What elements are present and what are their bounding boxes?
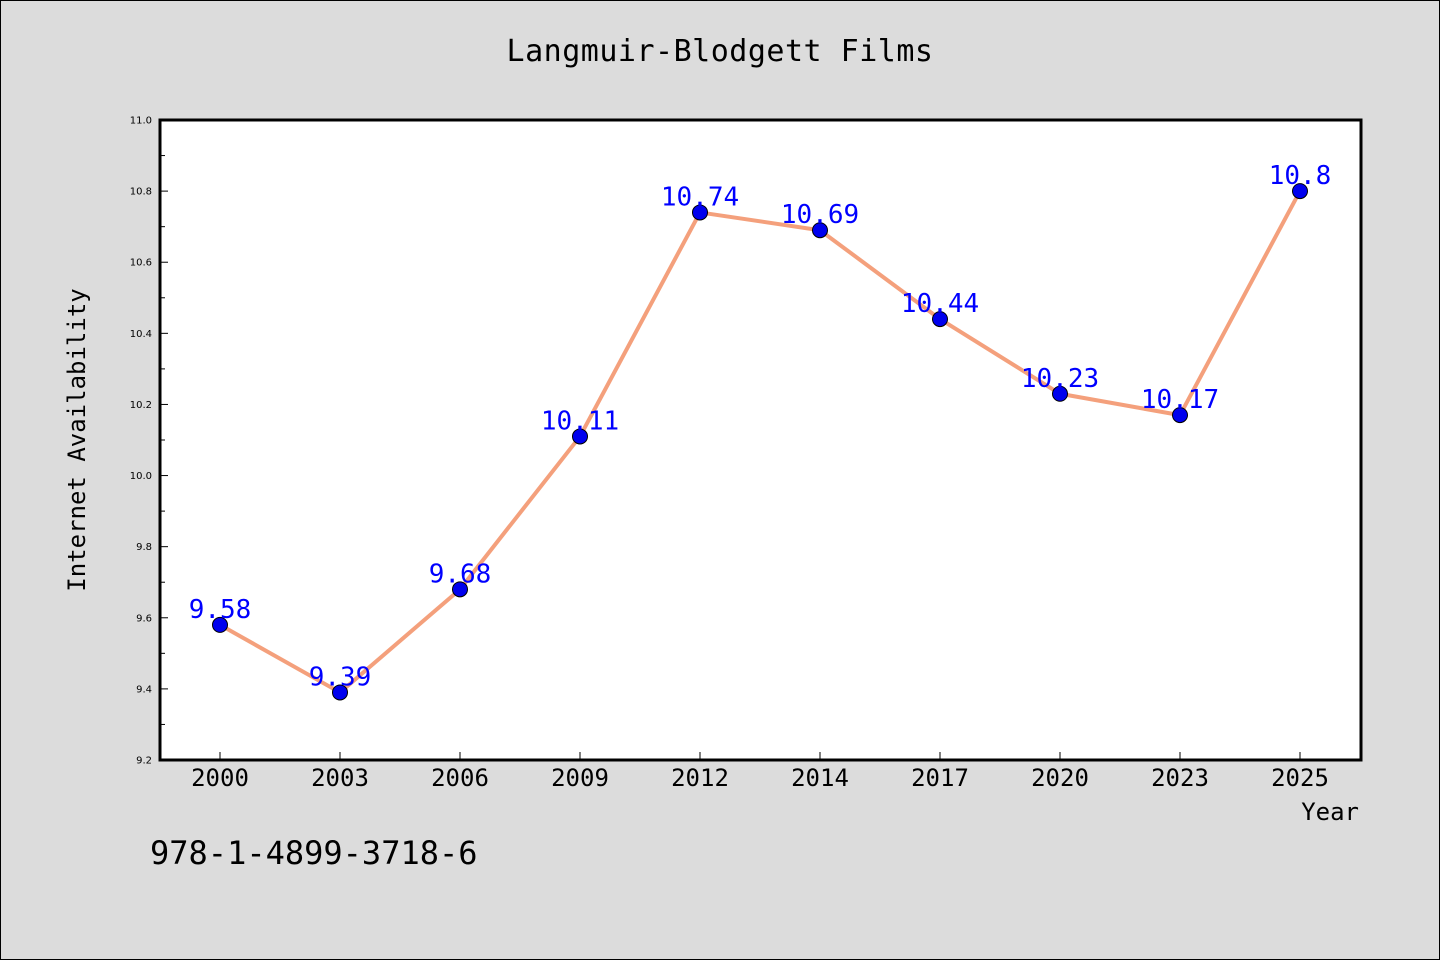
data-label: 10.11 xyxy=(541,406,619,436)
data-point xyxy=(332,684,348,701)
x-tick-label: 2009 xyxy=(551,764,609,792)
data-label: 9.68 xyxy=(429,559,492,589)
data-point xyxy=(1052,385,1068,402)
data-label: 10.8 xyxy=(1269,161,1332,191)
data-label: 9.39 xyxy=(309,662,372,692)
y-tick-label: 10.2 xyxy=(130,400,152,411)
x-tick-label: 2023 xyxy=(1151,764,1209,792)
x-tick-label: 2012 xyxy=(671,764,729,792)
x-tick-label: 2025 xyxy=(1271,764,1329,792)
y-tick-label: 10.4 xyxy=(130,329,152,340)
x-tick-label: 2003 xyxy=(311,764,369,792)
x-axis: 2000 2003 2006 2009 2012 2014 2017 2020 2023 2025 xyxy=(191,752,1329,792)
data-point xyxy=(212,616,228,633)
isbn-code: 978-1-4899-3718-6 xyxy=(150,834,478,872)
x-tick-label: 2014 xyxy=(791,764,849,792)
y-tick-label: 11.0 xyxy=(130,116,152,127)
data-point xyxy=(1292,183,1308,200)
y-tick-label: 10.6 xyxy=(130,258,152,269)
y-tick-label: 10.0 xyxy=(130,471,152,482)
chart-title: Langmuir-Blodgett Films xyxy=(506,34,934,69)
data-point xyxy=(932,311,948,328)
x-tick-label: 2020 xyxy=(1031,764,1089,792)
x-tick-label: 2000 xyxy=(191,764,249,792)
series-line xyxy=(219,190,1302,695)
data-point xyxy=(572,428,588,445)
x-tick-label: 2006 xyxy=(431,764,489,792)
data-point xyxy=(452,581,468,598)
series-group: 9.58 9.39 9.68 10.11 10.74 10.69 10.44 10.23 10.… xyxy=(189,161,1332,701)
x-axis-label: Year xyxy=(1301,798,1359,826)
y-tick-label: 10.8 xyxy=(130,187,152,198)
data-label: 10.69 xyxy=(781,200,859,230)
data-label: 9.58 xyxy=(189,595,252,625)
plot-area xyxy=(158,118,1363,762)
y-axis: 9.2 9.4 9.6 9.8 10.0 10.2 10.4 10.6 10.8 11.0 xyxy=(130,116,168,767)
data-point xyxy=(1172,407,1188,424)
y-tick-label: 9.6 xyxy=(136,613,152,624)
y-tick-label: 9.8 xyxy=(136,542,152,553)
y-tick-label: 9.2 xyxy=(136,756,152,767)
y-axis-label: Internet Availability xyxy=(63,288,91,591)
data-point xyxy=(692,204,708,221)
data-label: 10.74 xyxy=(661,182,739,212)
data-label: 10.23 xyxy=(1021,364,1099,394)
y-tick-label: 9.4 xyxy=(136,684,152,695)
data-point xyxy=(812,222,828,239)
data-label: 10.44 xyxy=(901,289,979,319)
x-tick-label: 2017 xyxy=(911,764,969,792)
data-label: 10.17 xyxy=(1141,385,1219,415)
